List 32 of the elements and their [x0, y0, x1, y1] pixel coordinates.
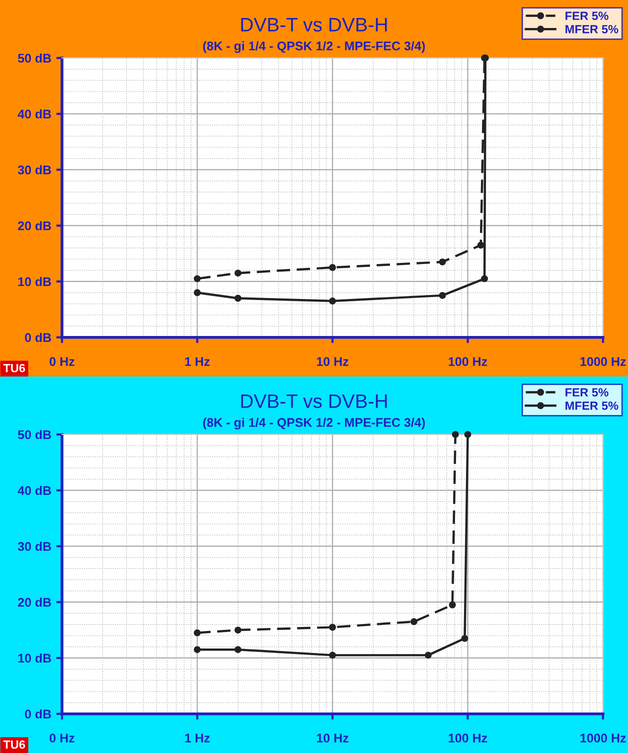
- y-tick-label: 0 dB: [24, 332, 52, 342]
- y-tick-label: 50 dB: [18, 53, 52, 63]
- chart-title: DVB-T vs DVB-H: [241, 394, 387, 408]
- x-tick-label: 1000 Hz: [580, 734, 626, 742]
- y-tick-label: 20 dB: [18, 598, 52, 607]
- text: TU6: [3, 740, 26, 749]
- legend-label: MFER 5%: [566, 25, 618, 34]
- x-tick-label: 0 Hz: [50, 357, 74, 366]
- chart-subtitle: (8K - gi 1/4 - QPSK 1/2 - MPE-FEC 3/4): [203, 418, 425, 430]
- y-tick-label: 40 dB: [18, 486, 52, 496]
- x-tick-label: 10 Hz: [316, 357, 348, 366]
- y-tick-label: 0 dB: [24, 709, 52, 718]
- y-tick-label: 10 dB: [18, 653, 52, 663]
- legend-label: FER 5%: [566, 12, 608, 20]
- legend-label: FER 5%: [566, 388, 608, 396]
- x-tick-label: 100 Hz: [448, 357, 488, 366]
- y-tick-label: 10 dB: [18, 276, 52, 286]
- text: TU6: [3, 364, 26, 372]
- y-tick-label: 40 dB: [18, 109, 52, 119]
- chart-title: DVB-T vs DVB-H: [241, 18, 387, 32]
- y-tick-label: 30 dB: [18, 542, 52, 551]
- y-tick-label: 50 dB: [18, 430, 52, 440]
- x-tick-label: 10 Hz: [316, 734, 348, 742]
- y-tick-label: 20 dB: [18, 221, 52, 230]
- x-tick-label: 0 Hz: [50, 734, 74, 742]
- chart-subtitle: (8K - gi 1/4 - QPSK 1/2 - MPE-FEC 3/4): [203, 41, 425, 53]
- x-tick-label: 1000 Hz: [580, 357, 626, 366]
- x-tick-label: 1 Hz: [185, 357, 210, 366]
- legend-label: MFER 5%: [566, 402, 618, 410]
- y-tick-label: 30 dB: [18, 165, 52, 174]
- x-tick-label: 100 Hz: [448, 734, 488, 742]
- x-tick-label: 1 Hz: [185, 734, 210, 742]
